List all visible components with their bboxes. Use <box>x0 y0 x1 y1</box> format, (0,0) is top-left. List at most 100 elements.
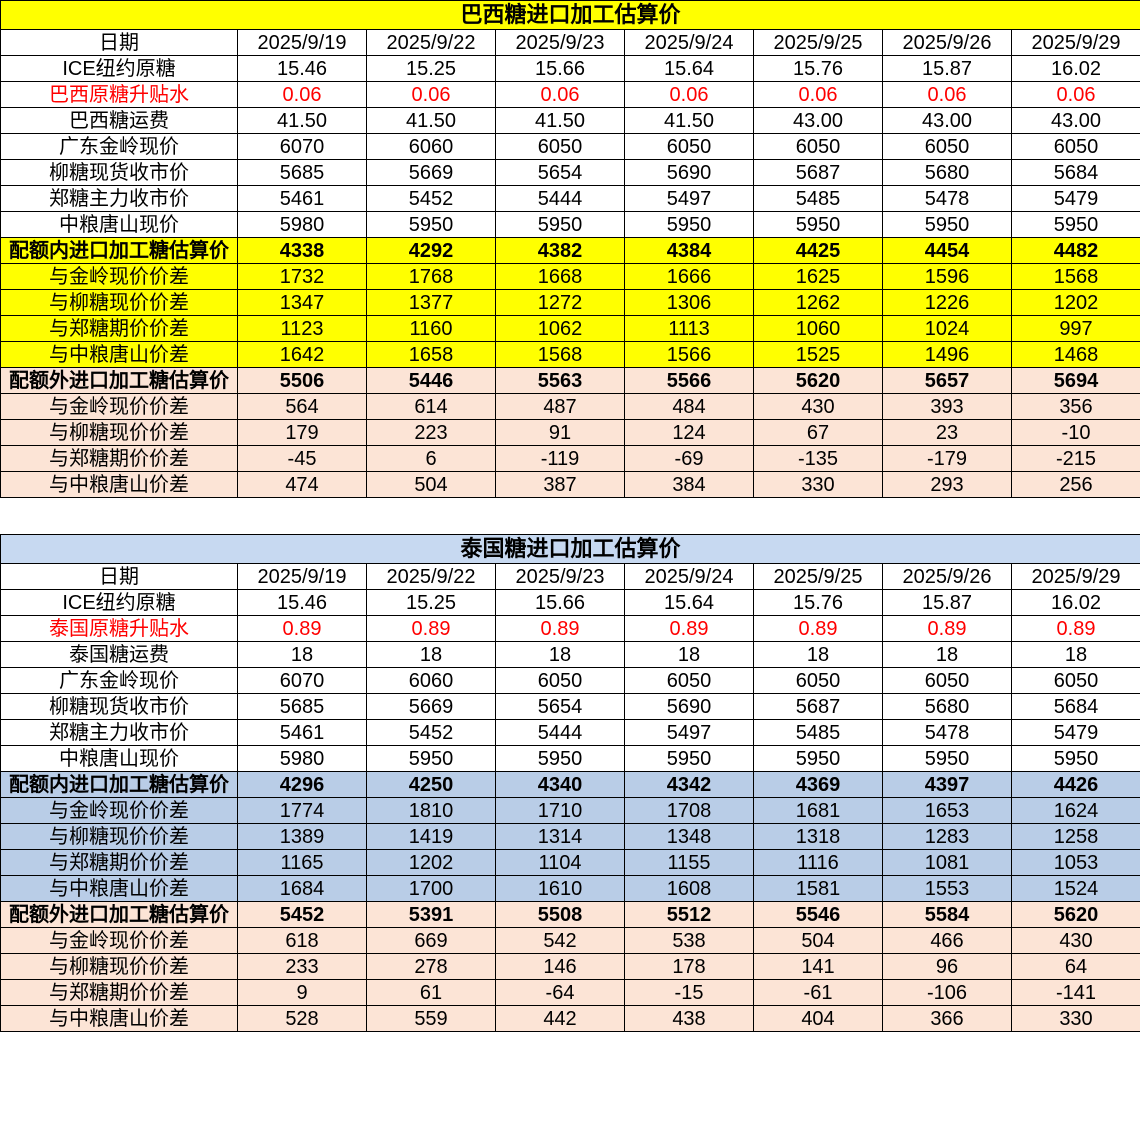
value-cell: 6070 <box>237 667 367 694</box>
value-cell: 5654 <box>495 693 625 720</box>
value-cell: 4384 <box>624 237 754 264</box>
value-cell: 5669 <box>366 159 496 186</box>
value-cell: 1568 <box>1010 263 1140 290</box>
value-cell: 1116 <box>753 849 883 876</box>
date-header-cell: 2025/9/22 <box>366 29 496 56</box>
value-cell: 43.00 <box>882 107 1012 134</box>
row-label: 与金岭现价价差 <box>0 797 238 824</box>
value-cell: 6050 <box>882 133 1012 160</box>
date-label-cell: 日期 <box>0 29 238 56</box>
value-cell: 16.02 <box>1010 589 1140 616</box>
value-cell: 1553 <box>882 875 1012 902</box>
value-cell: 18 <box>237 641 367 668</box>
row-label: 配额外进口加工糖估算价 <box>0 901 238 928</box>
value-cell: 5444 <box>495 185 625 212</box>
value-cell: 5452 <box>366 185 496 212</box>
value-cell: 404 <box>753 1005 883 1032</box>
value-cell: 18 <box>753 641 883 668</box>
value-cell: 1568 <box>495 341 625 368</box>
value-cell: 564 <box>237 393 367 420</box>
value-cell: 5620 <box>753 367 883 394</box>
value-cell: 5452 <box>366 719 496 746</box>
table-row: 与中粮唐山价差 474 504 387 384 330 293 256 <box>0 471 1140 498</box>
section-title: 泰国糖进口加工估算价 <box>0 534 1140 564</box>
value-cell: 0.89 <box>1010 615 1140 642</box>
value-cell: 5950 <box>366 211 496 238</box>
value-cell: 0.06 <box>495 81 625 108</box>
value-cell: 5461 <box>237 185 367 212</box>
value-cell: 4382 <box>495 237 625 264</box>
value-cell: 6050 <box>753 133 883 160</box>
value-cell: -45 <box>237 445 367 472</box>
value-cell: 15.25 <box>366 589 496 616</box>
value-cell: 6050 <box>1010 667 1140 694</box>
row-label: 与郑糖期价价差 <box>0 849 238 876</box>
date-header-cell: 2025/9/26 <box>882 563 1012 590</box>
value-cell: 293 <box>882 471 1012 498</box>
value-cell: 4340 <box>495 771 625 798</box>
table-row: 配额内进口加工糖估算价 4296 4250 4340 4342 4369 4397 4426 <box>0 771 1140 798</box>
value-cell: 1596 <box>882 263 1012 290</box>
value-cell: 1468 <box>1010 341 1140 368</box>
value-cell: 5950 <box>495 745 625 772</box>
date-header-cell: 2025/9/23 <box>495 29 625 56</box>
thailand-sugar-section: 泰国糖进口加工估算价 日期 2025/9/19 2025/9/22 2025/9/23 2… <box>0 534 1140 1032</box>
table-row: 泰国原糖升贴水 0.89 0.89 0.89 0.89 0.89 0.89 0.89 <box>0 615 1140 642</box>
row-label: 与中粮唐山价差 <box>0 875 238 902</box>
value-cell: 5950 <box>1010 745 1140 772</box>
value-cell: 15.76 <box>753 55 883 82</box>
value-cell: 0.06 <box>366 81 496 108</box>
date-header-row: 日期 2025/9/19 2025/9/22 2025/9/23 2025/9/24 20… <box>0 563 1140 590</box>
row-label: 与郑糖期价价差 <box>0 979 238 1006</box>
value-cell: -179 <box>882 445 1012 472</box>
value-cell: 5680 <box>882 693 1012 720</box>
value-cell: 1732 <box>237 263 367 290</box>
value-cell: 0.06 <box>624 81 754 108</box>
value-cell: 430 <box>1010 927 1140 954</box>
table-row: ICE纽约原糖 15.46 15.25 15.66 15.64 15.76 15.87 16.… <box>0 55 1140 82</box>
value-cell: 5563 <box>495 367 625 394</box>
value-cell: 256 <box>1010 471 1140 498</box>
value-cell: 997 <box>1010 315 1140 342</box>
value-cell: 5461 <box>237 719 367 746</box>
value-cell: 5694 <box>1010 367 1140 394</box>
value-cell: 1062 <box>495 315 625 342</box>
value-cell: 5950 <box>882 211 1012 238</box>
value-cell: 1314 <box>495 823 625 850</box>
value-cell: 5485 <box>753 185 883 212</box>
value-cell: 4482 <box>1010 237 1140 264</box>
value-cell: 15.87 <box>882 55 1012 82</box>
value-cell: 223 <box>366 419 496 446</box>
value-cell: 1681 <box>753 797 883 824</box>
row-label: 广东金岭现价 <box>0 667 238 694</box>
value-cell: 1710 <box>495 797 625 824</box>
value-cell: 330 <box>753 471 883 498</box>
value-cell: 542 <box>495 927 625 954</box>
value-cell: 5479 <box>1010 185 1140 212</box>
value-cell: 0.89 <box>882 615 1012 642</box>
value-cell: 41.50 <box>366 107 496 134</box>
value-cell: 5654 <box>495 159 625 186</box>
value-cell: 5657 <box>882 367 1012 394</box>
value-cell: 438 <box>624 1005 754 1032</box>
row-label: 柳糖现货收市价 <box>0 693 238 720</box>
value-cell: 1708 <box>624 797 754 824</box>
value-cell: 1524 <box>1010 875 1140 902</box>
value-cell: 15.64 <box>624 55 754 82</box>
value-cell: 1283 <box>882 823 1012 850</box>
row-label: 柳糖现货收市价 <box>0 159 238 186</box>
date-header-cell: 2025/9/29 <box>1010 563 1140 590</box>
value-cell: 67 <box>753 419 883 446</box>
value-cell: 528 <box>237 1005 367 1032</box>
value-cell: 1525 <box>753 341 883 368</box>
value-cell: -215 <box>1010 445 1140 472</box>
value-cell: 15.76 <box>753 589 883 616</box>
value-cell: 1262 <box>753 289 883 316</box>
title-row: 泰国糖进口加工估算价 <box>0 534 1140 564</box>
row-label: 郑糖主力收市价 <box>0 719 238 746</box>
value-cell: 6050 <box>753 667 883 694</box>
value-cell: 1202 <box>1010 289 1140 316</box>
table-row: 巴西糖运费 41.50 41.50 41.50 41.50 43.00 43.00 43.00 <box>0 107 1140 134</box>
value-cell: 5980 <box>237 745 367 772</box>
value-cell: 504 <box>753 927 883 954</box>
